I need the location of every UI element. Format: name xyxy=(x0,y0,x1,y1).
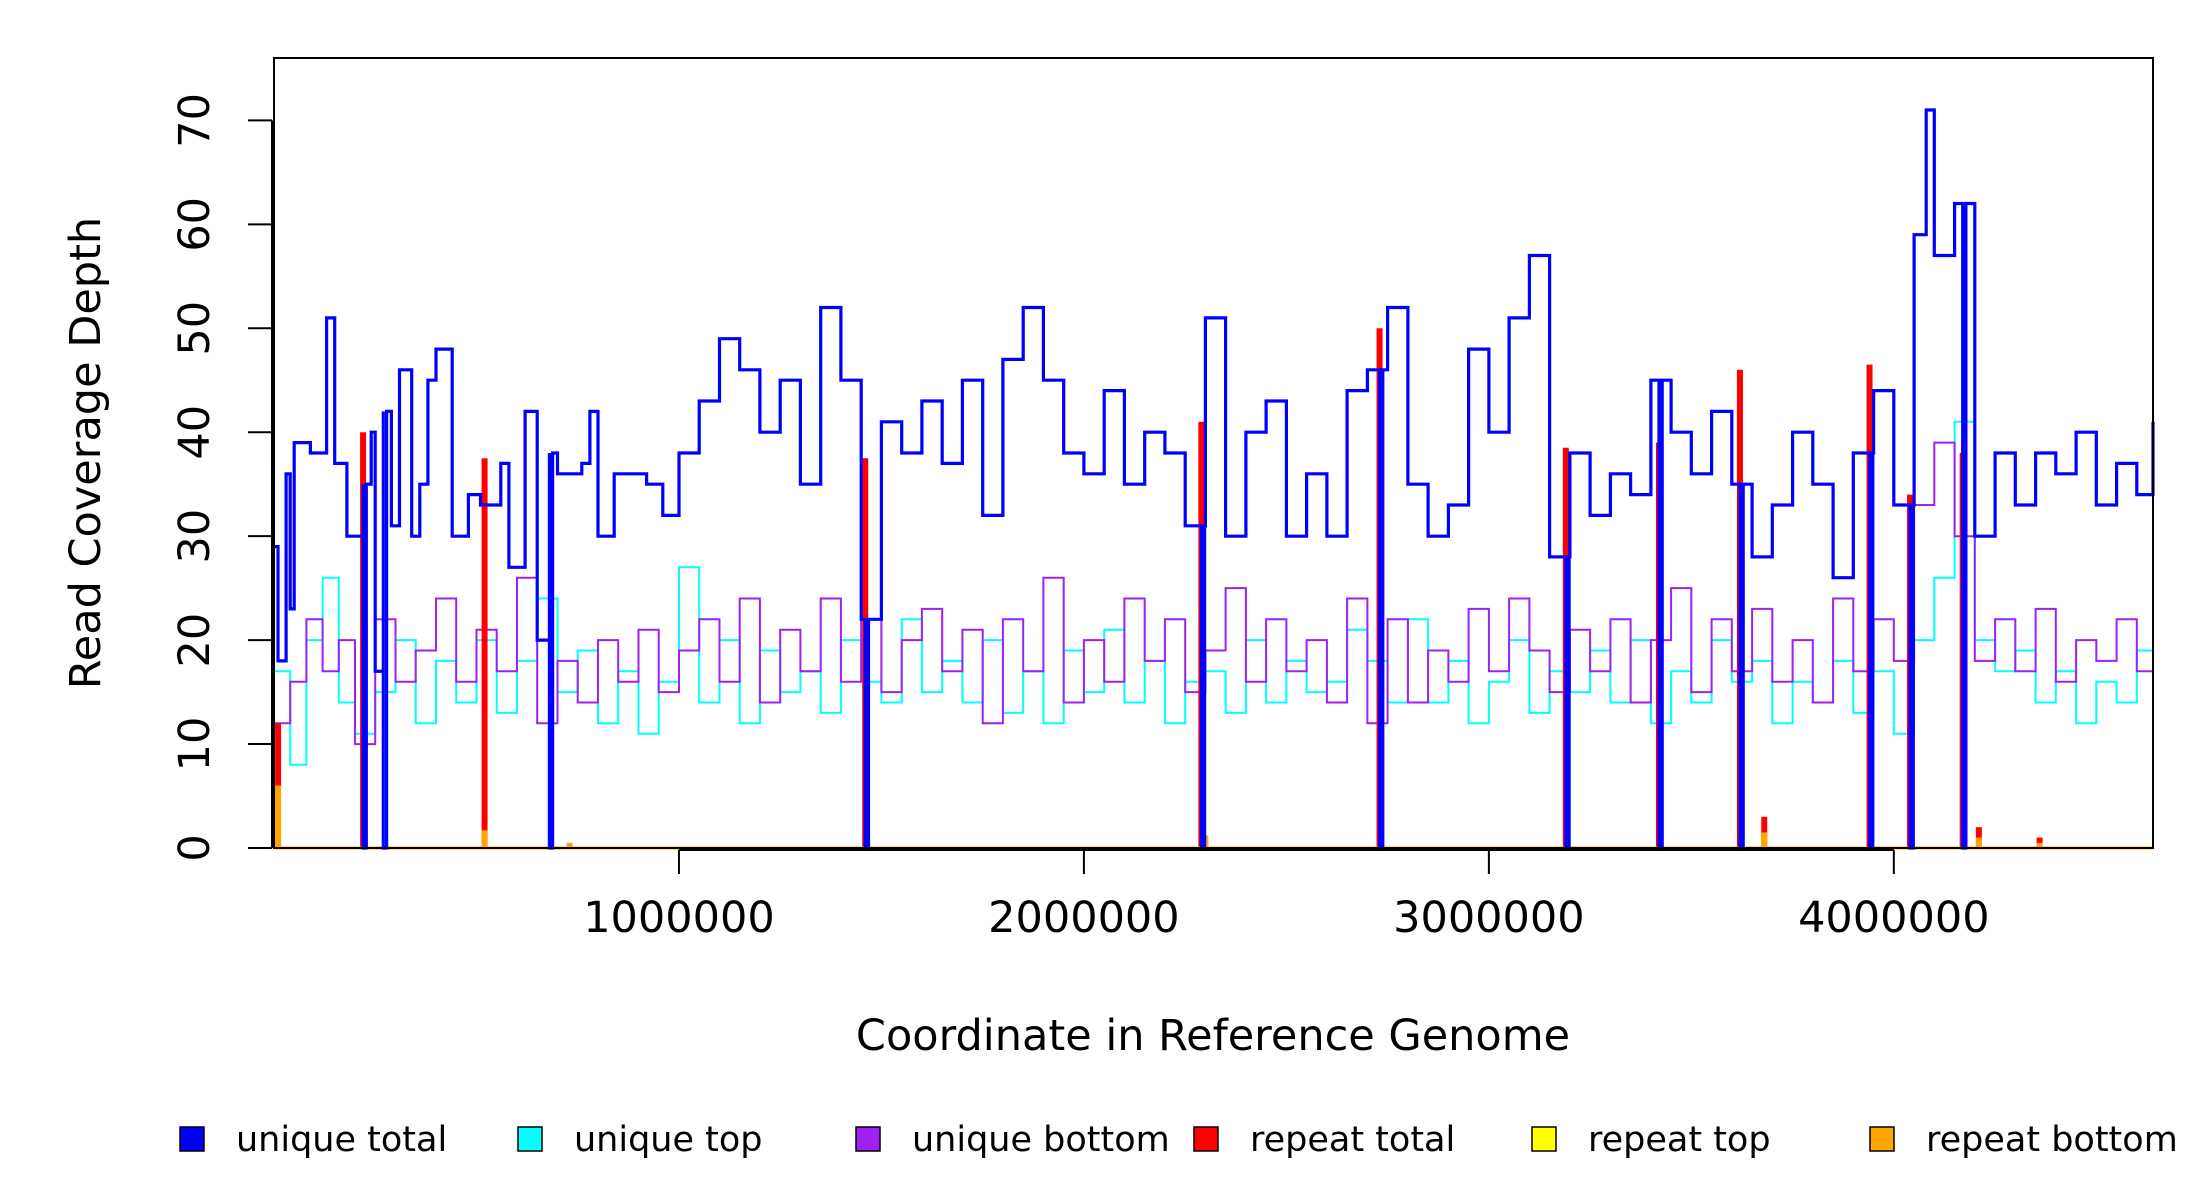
legend-label: repeat top xyxy=(1588,1120,1771,1160)
y-tick-label: 40 xyxy=(170,405,220,460)
series-line-unique-total xyxy=(274,108,2155,850)
legend-swatch xyxy=(517,1126,543,1152)
axis-layer: 1000000 2000000 3000000 4000000 0 10 20 30 40 50 6… xyxy=(170,93,1990,943)
legend-swatch xyxy=(1869,1126,1895,1152)
y-tick-label: 20 xyxy=(170,613,220,668)
legend: unique total unique top unique bottom repea… xyxy=(179,1120,2178,1160)
legend-item-unique-total: unique total xyxy=(179,1120,447,1160)
legend-label: unique top xyxy=(574,1120,763,1160)
legend-label: unique bottom xyxy=(912,1120,1170,1160)
y-tick-label: 0 xyxy=(170,834,220,861)
y-tick-label: 60 xyxy=(170,197,220,252)
x-tick-label: 1000000 xyxy=(583,893,775,943)
legend-item-repeat-top: repeat top xyxy=(1531,1120,1771,1160)
legend-swatch xyxy=(855,1126,881,1152)
legend-item-repeat-total: repeat total xyxy=(1193,1120,1455,1160)
legend-item-repeat-bottom: repeat bottom xyxy=(1869,1120,2178,1160)
series-unique-total xyxy=(274,108,2155,850)
legend-item-unique-bottom: unique bottom xyxy=(855,1120,1170,1160)
legend-item-unique-top: unique top xyxy=(517,1120,763,1160)
x-axis-label: Coordinate in Reference Genome xyxy=(856,1011,1570,1061)
legend-swatch xyxy=(1193,1126,1219,1152)
y-tick-label: 70 xyxy=(170,93,220,148)
x-tick-label: 3000000 xyxy=(1393,893,1585,943)
legend-label: repeat total xyxy=(1250,1120,1455,1160)
series-layer xyxy=(274,108,2155,850)
legend-swatch xyxy=(179,1126,205,1152)
y-tick-label: 30 xyxy=(170,509,220,564)
x-tick-label: 2000000 xyxy=(988,893,1180,943)
legend-label: unique total xyxy=(236,1120,447,1160)
x-tick-label: 4000000 xyxy=(1798,893,1990,943)
y-tick-label: 10 xyxy=(170,717,220,772)
plot-frame xyxy=(273,57,2154,849)
y-axis-label: Read Coverage Depth xyxy=(61,217,111,689)
legend-label: repeat bottom xyxy=(1926,1120,2178,1160)
legend-swatch xyxy=(1531,1126,1557,1152)
series-repeat-total xyxy=(274,328,2153,850)
y-tick-label: 50 xyxy=(170,301,220,356)
